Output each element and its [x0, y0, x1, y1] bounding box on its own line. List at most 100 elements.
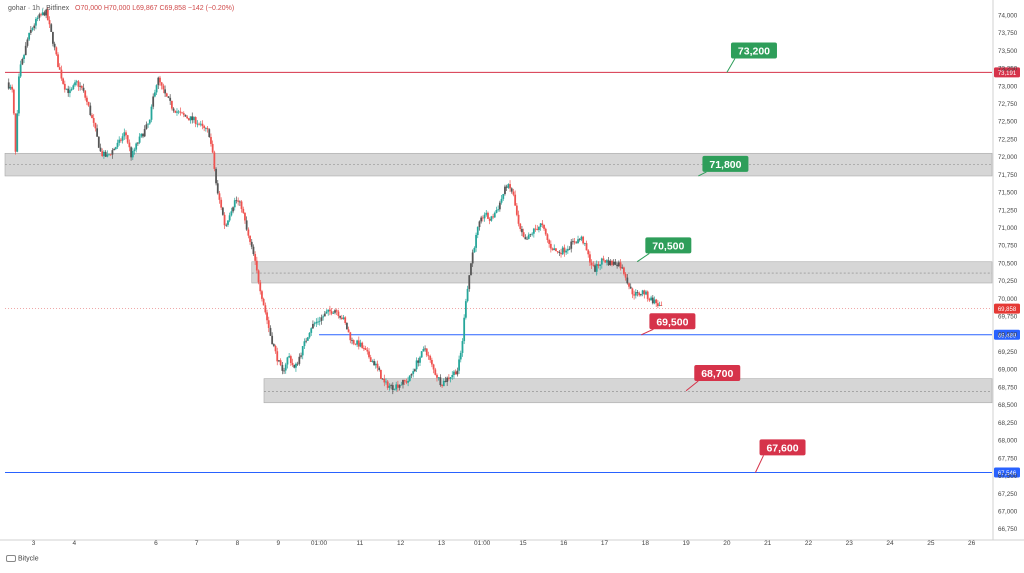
candle-body [75, 81, 78, 83]
candle-body [480, 217, 483, 222]
candle-body [94, 122, 97, 129]
annotation-pointer-3 [641, 328, 654, 336]
candle-body [24, 45, 27, 56]
candle-body [441, 385, 443, 387]
candle-body [7, 82, 10, 89]
candle-body [50, 24, 53, 32]
annotation-box-5 [759, 439, 806, 456]
candle-body [57, 54, 59, 68]
price-axis[interactable]: 73,191 69,489 67,546 69,858 74,000 73,750 73,5… [992, 0, 1020, 540]
candle-body [186, 116, 189, 119]
zone-2 [263, 378, 993, 404]
x-tick-label: 20 [723, 540, 731, 547]
candle-body [524, 237, 527, 240]
candle-body [381, 378, 384, 380]
candle-body [500, 198, 503, 203]
candle-body [641, 290, 644, 295]
candle-body [643, 290, 646, 295]
candle-body [561, 247, 564, 255]
candle-body [232, 207, 234, 212]
candle-body [155, 85, 158, 93]
candle-body [502, 194, 505, 199]
candle-body [347, 329, 350, 333]
candle-body [97, 136, 100, 148]
candle-body [18, 76, 20, 114]
candle-body [354, 343, 357, 345]
candle-body [376, 363, 379, 368]
candle-body [478, 221, 481, 228]
candle-body [351, 340, 353, 341]
candle-body [240, 201, 243, 209]
zones-layer [4, 152, 993, 404]
candle-body [560, 253, 562, 255]
candle-body [621, 267, 624, 269]
candle-body [14, 113, 17, 152]
candle-body [60, 69, 63, 79]
candle-body [600, 258, 603, 265]
candle-body [167, 96, 170, 98]
candle-body [104, 151, 107, 157]
candle-body [340, 317, 343, 320]
y-tick-label: 67,500 [998, 473, 1018, 480]
candle-body [152, 96, 155, 107]
candle-body [221, 207, 224, 215]
candle-body [162, 85, 165, 90]
candle-body [420, 351, 423, 358]
candle-body [252, 246, 255, 255]
candle-body [23, 55, 25, 60]
candle-body [147, 123, 149, 125]
candle-body [289, 356, 292, 363]
candle-body [402, 379, 404, 385]
candle-body [471, 252, 474, 264]
candle-body [250, 241, 253, 247]
candle-body [259, 282, 262, 292]
candle-body [53, 43, 56, 48]
candle-body [230, 211, 233, 216]
candle-body [611, 260, 613, 265]
candle-body [276, 351, 279, 362]
candle-body [206, 127, 209, 130]
x-tick-label: 01:00 [474, 540, 491, 547]
candle-body [521, 228, 523, 233]
candle-body [454, 371, 457, 375]
candle-body [91, 115, 93, 119]
annotation-pointer-0 [726, 58, 736, 73]
candle-body [619, 262, 622, 269]
annotation-label-2: 70,500 [652, 240, 684, 252]
candle-body [138, 136, 141, 143]
candle-body [257, 270, 260, 283]
candle-body [300, 355, 302, 357]
candle-body [279, 360, 282, 365]
x-tick-label: 4 [73, 540, 77, 547]
candle-body [58, 67, 61, 70]
candle-body [466, 288, 469, 302]
candle-body [174, 110, 177, 113]
candle-body [543, 224, 545, 229]
candle-body [41, 12, 44, 16]
annotation-box-2 [645, 237, 692, 254]
candle-body [437, 377, 440, 379]
candle-body [165, 93, 168, 97]
time-axis[interactable]: 3 4 6 7 8 9 01:00 11 12 13 01:00 15 16 17 18 19 20 21 22 23… [0, 539, 1024, 547]
candle-body [267, 320, 270, 328]
candle-body [531, 233, 534, 235]
candle-body [412, 371, 415, 374]
candle-body [475, 234, 477, 248]
candle-body [40, 14, 42, 16]
candle-body [446, 377, 449, 382]
candle-body [322, 316, 325, 318]
candle-body [405, 381, 408, 383]
candle-body [80, 85, 83, 88]
candle-body [487, 212, 489, 219]
candle-body [327, 309, 330, 312]
candle-body [604, 260, 607, 263]
candle-body [43, 12, 46, 16]
candle-body [573, 241, 576, 243]
candle-body [565, 250, 568, 253]
y-tick-label: 72,250 [998, 136, 1018, 143]
candle-body [330, 311, 333, 314]
candle-body [295, 363, 297, 368]
level-axis-label-1: 69,489 [998, 333, 1017, 339]
